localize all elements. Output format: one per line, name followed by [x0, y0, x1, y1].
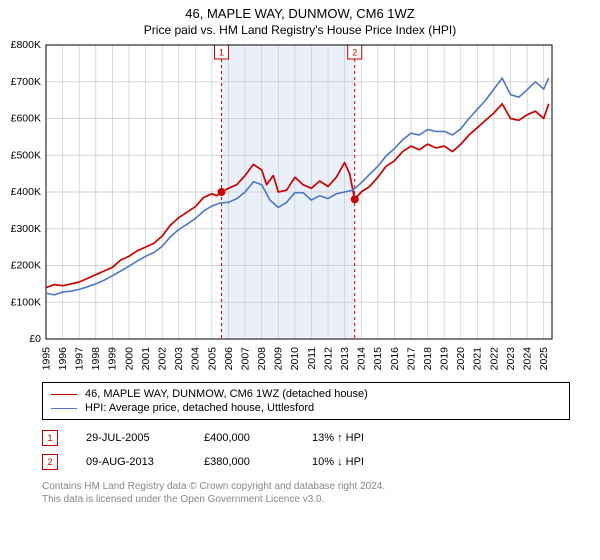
svg-text:2017: 2017 [405, 347, 417, 371]
transaction-date: 09-AUG-2013 [86, 456, 176, 468]
svg-text:2021: 2021 [472, 347, 484, 371]
svg-text:2020: 2020 [455, 347, 467, 371]
transaction-row: 1 29-JUL-2005 £400,000 13% ↑ HPI [42, 426, 570, 450]
svg-text:2018: 2018 [422, 347, 434, 371]
legend: 46, MAPLE WAY, DUNMOW, CM6 1WZ (detached… [42, 382, 570, 420]
marker-box: 1 [42, 430, 58, 446]
svg-text:2015: 2015 [372, 347, 384, 371]
footer-line-1: Contains HM Land Registry data © Crown c… [42, 480, 570, 493]
legend-swatch-red [51, 394, 77, 395]
svg-text:1996: 1996 [57, 347, 69, 371]
svg-text:£800K: £800K [11, 41, 41, 51]
svg-text:2011: 2011 [306, 347, 318, 370]
svg-text:1997: 1997 [74, 347, 86, 371]
svg-text:2013: 2013 [339, 347, 351, 371]
svg-text:£600K: £600K [11, 113, 41, 125]
legend-swatch-blue [51, 408, 77, 409]
chart-subtitle: Price paid vs. HM Land Registry's House … [0, 21, 600, 41]
legend-label: 46, MAPLE WAY, DUNMOW, CM6 1WZ (detached… [85, 388, 368, 400]
svg-text:2014: 2014 [356, 347, 368, 371]
svg-text:£0: £0 [29, 333, 41, 345]
svg-text:£400K: £400K [11, 186, 41, 198]
svg-text:2001: 2001 [140, 347, 152, 371]
transactions-table: 1 29-JUL-2005 £400,000 13% ↑ HPI 2 09-AUG-201… [42, 426, 570, 474]
svg-text:2022: 2022 [488, 347, 500, 371]
svg-text:2002: 2002 [156, 347, 168, 371]
svg-text:1995: 1995 [40, 347, 52, 371]
svg-text:1998: 1998 [90, 347, 102, 371]
svg-text:£200K: £200K [11, 260, 41, 272]
svg-text:2005: 2005 [206, 347, 218, 371]
svg-text:2007: 2007 [239, 347, 251, 371]
svg-text:2016: 2016 [389, 347, 401, 371]
transaction-price: £400,000 [204, 432, 284, 444]
svg-text:2004: 2004 [190, 347, 202, 371]
svg-text:2012: 2012 [322, 347, 334, 371]
chart-title: 46, MAPLE WAY, DUNMOW, CM6 1WZ [0, 0, 600, 21]
transaction-delta: 13% ↑ HPI [312, 432, 364, 444]
svg-text:£100K: £100K [11, 296, 41, 308]
svg-text:£300K: £300K [11, 223, 41, 235]
svg-text:£500K: £500K [11, 149, 41, 161]
footer-note: Contains HM Land Registry data © Crown c… [42, 480, 570, 506]
svg-text:2008: 2008 [256, 347, 268, 371]
svg-text:2023: 2023 [505, 347, 517, 371]
svg-text:2009: 2009 [273, 347, 285, 371]
legend-item-price-paid: 46, MAPLE WAY, DUNMOW, CM6 1WZ (detached… [51, 387, 561, 401]
legend-label: HPI: Average price, detached house, Uttl… [85, 402, 314, 414]
transaction-row: 2 09-AUG-2013 £380,000 10% ↓ HPI [42, 450, 570, 474]
svg-text:2003: 2003 [173, 347, 185, 371]
svg-text:2000: 2000 [123, 347, 135, 371]
line-chart: £0 £100K £200K £300K £400K £500K £600K £700K £80… [0, 41, 560, 376]
svg-text:2025: 2025 [538, 347, 550, 371]
svg-text:2024: 2024 [521, 347, 533, 371]
svg-text:2: 2 [352, 48, 357, 58]
transaction-date: 29-JUL-2005 [86, 432, 176, 444]
svg-text:2019: 2019 [439, 347, 451, 371]
svg-text:2010: 2010 [289, 347, 301, 371]
marker-box: 2 [42, 454, 58, 470]
footer-line-2: This data is licensed under the Open Gov… [42, 493, 570, 506]
svg-text:1999: 1999 [107, 347, 119, 371]
svg-text:1: 1 [219, 48, 224, 58]
transaction-price: £380,000 [204, 456, 284, 468]
transaction-delta: 10% ↓ HPI [312, 456, 364, 468]
chart-area: £0 £100K £200K £300K £400K £500K £600K £700K £80… [0, 41, 600, 376]
legend-item-hpi: HPI: Average price, detached house, Uttl… [51, 401, 561, 415]
svg-text:£700K: £700K [11, 76, 41, 88]
svg-text:2006: 2006 [223, 347, 235, 371]
